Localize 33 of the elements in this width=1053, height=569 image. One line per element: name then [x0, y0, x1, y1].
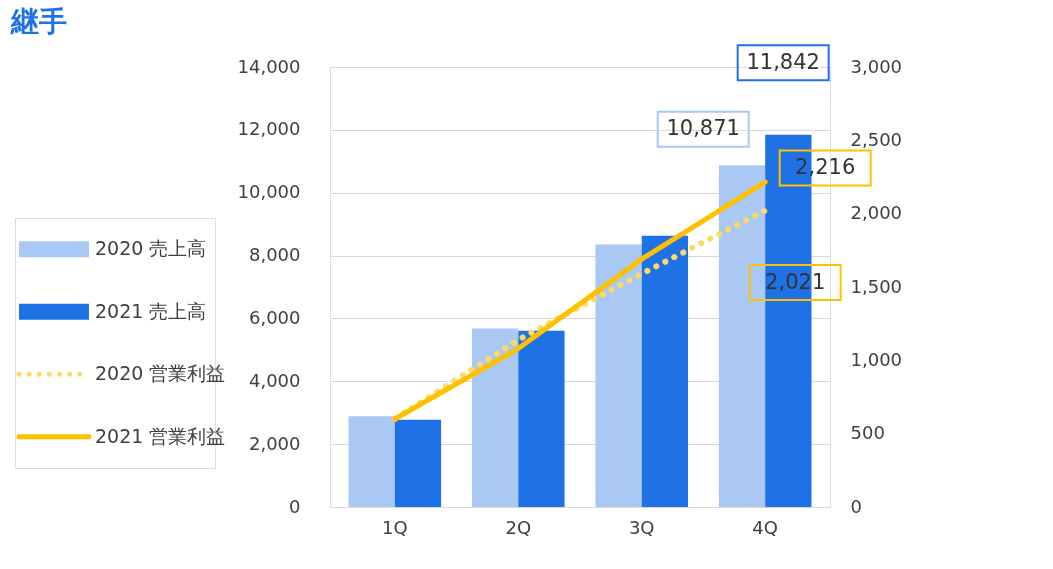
y2-tick-label: 2,500 [850, 128, 903, 150]
bar [595, 244, 642, 507]
bar [394, 419, 442, 507]
x-tick-label: 3Q [628, 516, 655, 538]
legend-label: 2021 営業利益 [95, 424, 226, 447]
x-tick-label: 2Q [505, 516, 532, 538]
y-tick-label: 0 [289, 495, 301, 517]
y2-tick-label: 0 [850, 495, 862, 517]
text: 継手 [9, 4, 67, 38]
bar [471, 328, 519, 507]
y2-tick-label: 1,000 [850, 348, 903, 370]
bar [641, 235, 689, 507]
x-tick-label: 4Q [752, 516, 778, 538]
bar [718, 165, 766, 507]
y-tick-label: 2,000 [248, 432, 301, 454]
y2-tick-label: 1,500 [850, 275, 903, 297]
legend-label: 2020 営業利益 [95, 362, 226, 385]
data-label: 10,871 [666, 116, 740, 141]
y-tick-label: 8,000 [248, 244, 301, 266]
y2-tick-label: 2,000 [850, 202, 903, 224]
y2-tick-label: 3,000 [850, 55, 903, 77]
y-tick-label: 14,000 [237, 55, 301, 77]
y2-tick-label: 500 [850, 422, 885, 444]
legend-label: 2020 売上高 [95, 237, 207, 260]
bar [518, 330, 565, 507]
legend-label: 2021 売上高 [95, 299, 207, 322]
y-tick-label: 10,000 [237, 181, 301, 203]
x-tick-label: 1Q [382, 516, 408, 538]
y-tick-label: 12,000 [237, 118, 301, 140]
bar [348, 416, 395, 507]
data-label: 11,842 [746, 49, 820, 74]
y-tick-label: 6,000 [248, 306, 301, 328]
y-tick-label: 4,000 [248, 369, 301, 391]
